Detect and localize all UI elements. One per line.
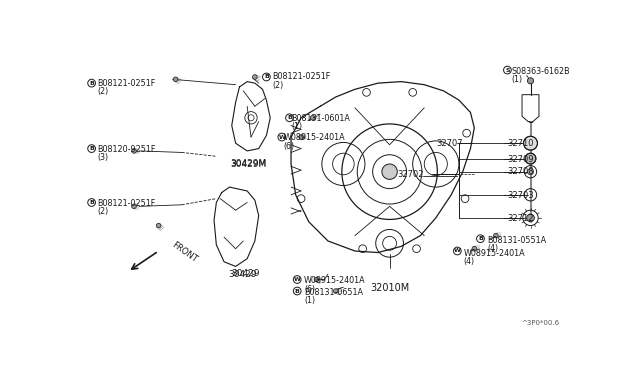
Text: B08121-0251F: B08121-0251F: [273, 73, 331, 81]
Text: (4): (4): [463, 257, 475, 266]
Text: B: B: [264, 74, 269, 80]
Text: (3): (3): [97, 153, 108, 162]
Text: 32709: 32709: [508, 155, 534, 164]
Circle shape: [314, 277, 319, 282]
Circle shape: [382, 164, 397, 179]
Text: 32707: 32707: [436, 139, 463, 148]
Text: W: W: [294, 277, 301, 282]
Circle shape: [132, 148, 136, 153]
Text: B: B: [89, 200, 94, 205]
Text: B08131-0551A: B08131-0551A: [488, 235, 547, 245]
Text: FRONT: FRONT: [170, 241, 199, 264]
Text: B08120-9251F: B08120-9251F: [97, 145, 156, 154]
Text: S: S: [505, 68, 509, 73]
Circle shape: [527, 169, 534, 175]
Text: B: B: [295, 289, 300, 294]
Text: W: W: [278, 135, 285, 140]
Circle shape: [156, 223, 161, 228]
Text: 32710: 32710: [508, 139, 534, 148]
Text: 30429: 30429: [228, 270, 257, 279]
Text: (2): (2): [97, 207, 108, 216]
Text: 30429M: 30429M: [230, 160, 266, 169]
Text: (1): (1): [511, 76, 522, 84]
Text: B08121-0251F: B08121-0251F: [97, 199, 156, 208]
Circle shape: [527, 214, 534, 222]
Circle shape: [333, 289, 338, 294]
Text: 32708: 32708: [508, 167, 534, 176]
Text: B: B: [89, 81, 94, 86]
Text: B08121-0251F: B08121-0251F: [97, 78, 156, 87]
Text: B08131-0601A: B08131-0601A: [291, 114, 350, 123]
Text: (4): (4): [488, 244, 499, 253]
Text: B08131-0651A: B08131-0651A: [304, 288, 363, 297]
Circle shape: [525, 153, 536, 164]
Text: 30429: 30429: [232, 269, 260, 279]
Circle shape: [472, 246, 477, 251]
Text: B: B: [89, 146, 94, 151]
Circle shape: [132, 204, 136, 209]
Text: (1): (1): [304, 296, 316, 305]
Circle shape: [524, 136, 538, 150]
Text: 32712: 32712: [508, 214, 534, 223]
Text: 30429M: 30429M: [230, 158, 266, 168]
Text: W08915-2401A: W08915-2401A: [463, 249, 525, 258]
Text: W: W: [454, 248, 461, 253]
Circle shape: [310, 115, 315, 120]
Circle shape: [173, 77, 178, 81]
Text: B: B: [287, 115, 292, 120]
Circle shape: [493, 233, 498, 238]
Text: B: B: [478, 236, 483, 241]
Text: (2): (2): [273, 81, 284, 90]
Text: (6): (6): [284, 142, 294, 151]
Circle shape: [299, 135, 303, 140]
Text: (2): (2): [97, 87, 108, 96]
Text: S08363-6162B: S08363-6162B: [511, 67, 570, 76]
Text: 32010M: 32010M: [370, 283, 409, 294]
Text: 32703: 32703: [508, 191, 534, 200]
Text: W08915-2401A: W08915-2401A: [304, 276, 365, 285]
Text: (6): (6): [304, 285, 316, 294]
Text: (1): (1): [291, 122, 302, 131]
Text: ^3P0*00.6: ^3P0*00.6: [521, 320, 559, 326]
Circle shape: [253, 75, 257, 79]
Circle shape: [527, 78, 534, 84]
Text: W08915-2401A: W08915-2401A: [284, 133, 345, 142]
Text: 32702: 32702: [397, 170, 424, 179]
